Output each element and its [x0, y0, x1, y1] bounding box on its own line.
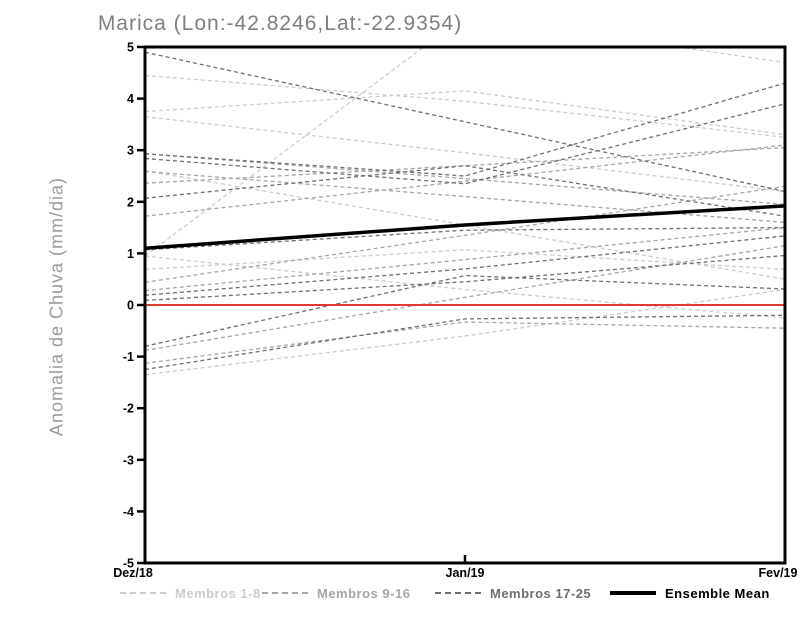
member-line-11 [145, 146, 785, 184]
legend-label: Membros 9-16 [317, 585, 411, 601]
ensemble-mean-line [145, 204, 785, 250]
y-tick-label: 0 [127, 299, 134, 313]
y-tick-label: -5 [123, 557, 134, 571]
y-tick-label: 5 [127, 41, 134, 55]
legend-line-sample-dashed-dark [435, 592, 481, 594]
y-tick-label: 2 [127, 195, 134, 209]
member-line-24 [145, 274, 785, 347]
member-line-12 [145, 144, 785, 217]
x-tick-label: Jan/19 [446, 566, 485, 580]
member-line-14 [145, 226, 785, 292]
legend-item-membros-1-8: Membros 1-8 [120, 584, 261, 602]
y-tick-label: -1 [123, 350, 134, 364]
legend-line-sample-dashed-light [120, 592, 166, 594]
member-line-8 [145, 255, 785, 319]
member-line-5 [145, 249, 785, 271]
legend-item-membros-17-25: Membros 17-25 [435, 584, 591, 602]
member-line-10 [145, 170, 785, 224]
member-line-16 [145, 321, 785, 364]
member-line-19 [145, 103, 785, 185]
legend-item-membros-9-16: Membros 9-16 [262, 584, 410, 602]
x-tick-label: Dez/18 [113, 566, 153, 580]
y-tick-label: -4 [123, 505, 134, 519]
y-tick-label: 1 [127, 247, 134, 261]
legend-line-sample-dashed-medium [262, 592, 308, 594]
chart-title-text: Marica (Lon:-42.8246,Lat:-22.9354) [97, 12, 463, 35]
member-line-25 [145, 314, 785, 371]
y-tick-label: 4 [127, 92, 134, 106]
legend-label: Membros 1-8 [175, 585, 261, 601]
member-line-20 [145, 165, 785, 217]
legend-label: Ensemble Mean [665, 585, 770, 601]
chart-title: Marica (Lon:-42.8246,Lat:-22.9354) [0, 12, 800, 36]
y-tick-label: -2 [123, 402, 134, 416]
y-tick-label: -3 [123, 453, 134, 467]
member-line-4 [145, 74, 785, 138]
member-line-18 [145, 82, 785, 177]
member-line-2 [145, 116, 785, 193]
y-tick-label: 3 [127, 144, 134, 158]
legend-label: Membros 17-25 [490, 585, 592, 601]
legend: Membros 1-8 Membros 9-16 Membros 17-25 E… [0, 584, 800, 604]
legend-line-sample-solid-black [610, 591, 656, 595]
member-line-9 [145, 153, 785, 206]
member-line-6 [145, 288, 785, 376]
member-line-3 [145, 47, 785, 257]
member-line-23 [145, 254, 785, 302]
legend-item-ensemble-mean: Ensemble Mean [610, 584, 770, 602]
x-tick-label: Fev/19 [759, 566, 798, 580]
member-line-1 [145, 90, 785, 136]
member-line-15 [145, 245, 785, 352]
member-line-22 [145, 235, 785, 296]
member-line-21 [145, 226, 785, 251]
member-line-13 [145, 185, 785, 283]
